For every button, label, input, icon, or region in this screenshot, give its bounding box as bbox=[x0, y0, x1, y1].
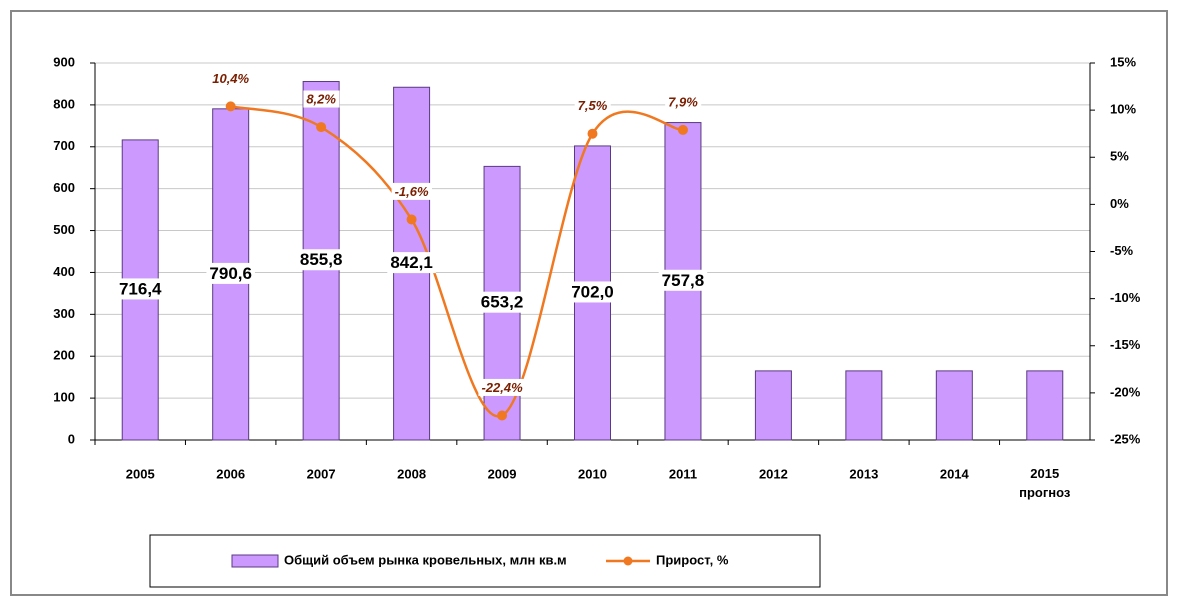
x-tick-label: 2006 bbox=[216, 466, 245, 481]
x-tick-label: 2005 bbox=[126, 466, 155, 481]
y-tick-label: 100 bbox=[53, 390, 75, 405]
line-point bbox=[677, 124, 688, 135]
label-bg bbox=[387, 252, 436, 274]
y2-tick-label: -20% bbox=[1110, 384, 1141, 399]
legend-label: Прирост, % bbox=[656, 552, 729, 567]
x-tick-label: 2008 bbox=[397, 466, 426, 481]
label-bg bbox=[209, 69, 253, 87]
x-tick-label: 2012 bbox=[759, 466, 788, 481]
legend-label: Общий объем рынка кровельных, млн кв.м bbox=[284, 552, 567, 567]
label-bg bbox=[115, 278, 166, 300]
data-label: -22,4% bbox=[481, 380, 523, 395]
data-label: 842,1 bbox=[390, 253, 433, 272]
x-tick-label: 2013 bbox=[849, 466, 878, 481]
bar bbox=[935, 370, 973, 441]
data-label: 716,4 bbox=[119, 279, 162, 298]
label-bg bbox=[391, 182, 433, 200]
y-tick-label: 800 bbox=[53, 96, 75, 111]
label-bg bbox=[478, 378, 527, 396]
legend-swatch bbox=[231, 554, 279, 568]
y2-tick-label: -5% bbox=[1110, 243, 1134, 258]
y2-tick-label: -15% bbox=[1110, 337, 1141, 352]
y2-tick-label: 5% bbox=[1110, 149, 1129, 164]
label-bg bbox=[206, 262, 255, 284]
data-label: 855,8 bbox=[300, 250, 343, 269]
label-bg bbox=[477, 291, 527, 313]
x-tick-label: 2014 bbox=[940, 466, 970, 481]
y2-tick-label: -25% bbox=[1110, 431, 1141, 446]
x-tick-label: 2007 bbox=[307, 466, 336, 481]
line-point bbox=[316, 122, 327, 133]
bar bbox=[1026, 370, 1064, 441]
line-point bbox=[497, 410, 508, 421]
label-bg bbox=[303, 90, 340, 108]
bar bbox=[754, 370, 792, 441]
y2-tick-label: 15% bbox=[1110, 54, 1136, 69]
y2-tick-label: 10% bbox=[1110, 102, 1136, 117]
data-label: -1,6% bbox=[395, 184, 429, 199]
data-label: 790,6 bbox=[209, 264, 252, 283]
legend-dot bbox=[623, 556, 633, 566]
y-tick-label: 400 bbox=[53, 264, 75, 279]
label-bg bbox=[296, 249, 346, 271]
x-tick-label: 2015 прогноз bbox=[1019, 466, 1071, 500]
line-point bbox=[406, 214, 417, 225]
line-point bbox=[587, 128, 598, 139]
y-tick-label: 700 bbox=[53, 138, 75, 153]
line-point bbox=[225, 101, 236, 112]
y2-tick-label: -10% bbox=[1110, 290, 1141, 305]
y-tick-label: 900 bbox=[53, 54, 75, 69]
y2-tick-label: 0% bbox=[1110, 196, 1129, 211]
y-tick-label: 600 bbox=[53, 180, 75, 195]
label-bg bbox=[658, 269, 708, 291]
bar bbox=[845, 370, 883, 441]
data-label: 7,9% bbox=[668, 94, 698, 109]
y-tick-label: 500 bbox=[53, 222, 75, 237]
x-tick-label: 2010 bbox=[578, 466, 607, 481]
x-tick-label: 2009 bbox=[488, 466, 517, 481]
data-label: 10,4% bbox=[212, 71, 249, 86]
y-tick-label: 200 bbox=[53, 348, 75, 363]
data-label: 757,8 bbox=[662, 271, 705, 290]
label-bg bbox=[574, 97, 611, 115]
data-label: 7,5% bbox=[578, 98, 608, 113]
y-tick-label: 300 bbox=[53, 306, 75, 321]
data-label: 653,2 bbox=[481, 293, 524, 312]
label-bg bbox=[568, 281, 617, 303]
data-label: 8,2% bbox=[306, 92, 336, 107]
data-label: 702,0 bbox=[571, 282, 614, 301]
y-tick-label: 0 bbox=[68, 431, 75, 446]
x-tick-label: 2011 bbox=[669, 466, 697, 481]
label-bg bbox=[665, 93, 702, 111]
